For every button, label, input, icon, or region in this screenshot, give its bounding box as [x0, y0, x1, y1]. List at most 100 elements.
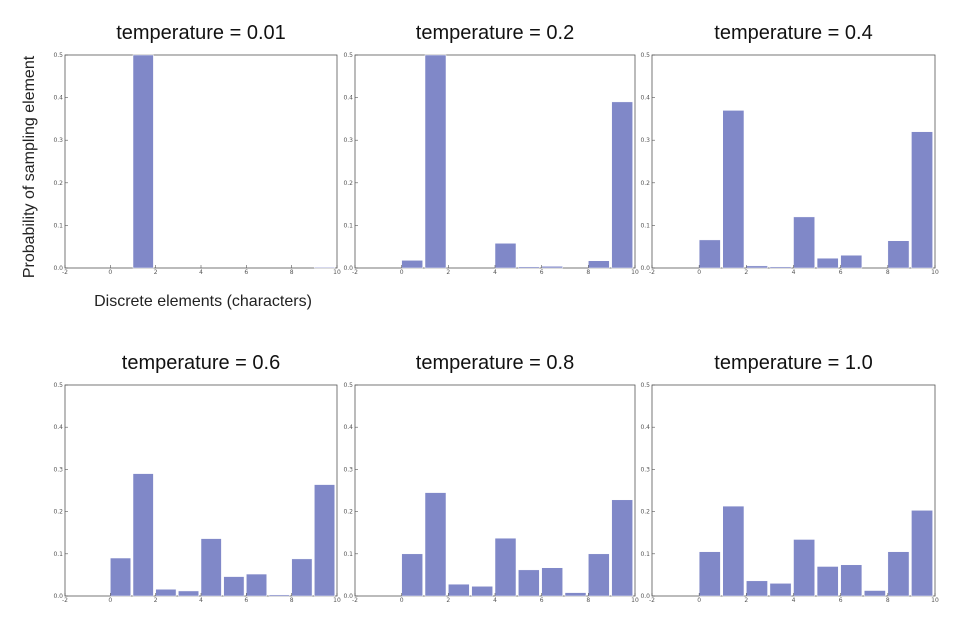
bar [246, 573, 267, 597]
bar [911, 510, 933, 597]
y-tick-label: 0.2 [53, 180, 63, 187]
y-tick-label: 0.1 [640, 551, 650, 558]
x-tick-label: 2 [446, 597, 450, 604]
bar [722, 505, 745, 597]
bar [223, 576, 245, 597]
bar [769, 266, 792, 269]
y-tick-label: 0.2 [640, 509, 650, 516]
y-tick-label: 0.0 [640, 265, 650, 272]
panel-5: temperature = 0.8 -2 0 2 4 6 8 10 0.0 0.1 0.2 0.3 0.… [343, 352, 639, 604]
x-tick-label: 6 [540, 269, 544, 276]
x-tick-label: 6 [839, 597, 843, 604]
y-tick-label: 0.2 [53, 509, 63, 516]
y-tick-label: 0.1 [53, 222, 63, 229]
x-tick-label: 4 [199, 597, 203, 604]
panel-title: temperature = 0.2 [416, 22, 574, 44]
bar [268, 594, 290, 597]
y-tick-label: 0.5 [343, 52, 353, 59]
bar [911, 131, 933, 269]
y-tick-label: 0.1 [343, 551, 353, 558]
x-tick-label: 2 [744, 597, 748, 604]
x-tick-label: 10 [931, 269, 939, 276]
y-tick-label: 0.3 [640, 137, 650, 144]
x-tick-label: 4 [792, 269, 796, 276]
x-tick-label: 10 [631, 269, 639, 276]
bar [793, 539, 815, 597]
x-tick-label: 0 [697, 269, 701, 276]
x-tick-label: 8 [586, 597, 590, 604]
bar [424, 492, 447, 597]
bar [816, 566, 839, 597]
bar [887, 551, 910, 597]
x-tick-label: 4 [792, 597, 796, 604]
y-tick-label: 0.4 [53, 424, 63, 431]
bar [840, 254, 863, 269]
y-tick-label: 0.0 [343, 593, 353, 600]
x-tick-label: 10 [631, 597, 639, 604]
y-tick-label: 0.5 [343, 382, 353, 389]
y-tick-label: 0.0 [53, 593, 63, 600]
y-axis-label: Probability of sampling element [21, 55, 38, 278]
bar [611, 101, 633, 269]
bar [840, 564, 863, 597]
bar [314, 266, 335, 269]
bar [132, 54, 154, 269]
bar [448, 583, 470, 597]
bar [588, 553, 610, 597]
x-tick-label: 8 [290, 269, 294, 276]
bar [611, 499, 633, 597]
x-tick-label: 4 [493, 269, 497, 276]
bar [564, 592, 587, 597]
bar [291, 558, 313, 597]
bar [518, 569, 540, 597]
y-tick-label: 0.1 [53, 551, 63, 558]
bar [746, 265, 768, 269]
x-axis-label: Discrete elements (characters) [94, 293, 312, 310]
y-tick-label: 0.5 [53, 382, 63, 389]
x-tick-label: 0 [400, 269, 404, 276]
x-tick-label: 0 [108, 269, 112, 276]
x-tick-label: 0 [697, 597, 701, 604]
x-tick-label: 2 [744, 269, 748, 276]
bar [588, 260, 610, 269]
bar [494, 243, 517, 269]
x-tick-label: 8 [886, 269, 890, 276]
y-tick-label: 0.4 [640, 95, 650, 102]
y-tick-label: 0.2 [640, 180, 650, 187]
bar [518, 266, 540, 269]
bar [698, 551, 721, 597]
y-tick-label: 0.5 [640, 382, 650, 389]
bar [864, 590, 886, 597]
plot-frame [64, 54, 338, 269]
panel-title: temperature = 0.4 [714, 22, 872, 44]
bar [541, 567, 563, 597]
y-tick-label: 0.0 [343, 265, 353, 272]
y-tick-label: 0.1 [343, 222, 353, 229]
x-tick-label: -2 [649, 597, 655, 604]
x-tick-label: 2 [446, 269, 450, 276]
bar [424, 54, 447, 269]
y-tick-label: 0.3 [53, 466, 63, 473]
x-tick-label: -2 [649, 269, 655, 276]
panel-title: temperature = 0.6 [122, 352, 280, 374]
y-tick-label: 0.4 [53, 95, 63, 102]
y-tick-label: 0.4 [640, 424, 650, 431]
y-tick-label: 0.2 [343, 180, 353, 187]
bar [200, 538, 222, 597]
x-tick-label: 2 [154, 597, 158, 604]
bar [401, 260, 423, 269]
bar [471, 586, 493, 597]
bar [132, 473, 154, 597]
bar [178, 590, 199, 597]
panel-6: temperature = 1.0 -2 0 2 4 6 8 10 0.0 0.1 0.2 0.3 0.… [640, 352, 939, 604]
x-tick-label: 8 [886, 597, 890, 604]
bar [769, 583, 792, 597]
panel-1: temperature = 0.01 -2 0 2 4 6 8 10 0.0 0.1 0.2 0.3 0… [53, 22, 341, 276]
bar [746, 580, 768, 597]
x-tick-label: 10 [333, 269, 341, 276]
y-tick-label: 0.0 [640, 593, 650, 600]
panel-title: temperature = 0.01 [116, 22, 286, 44]
x-tick-label: -2 [62, 597, 68, 604]
x-tick-label: -2 [352, 269, 358, 276]
